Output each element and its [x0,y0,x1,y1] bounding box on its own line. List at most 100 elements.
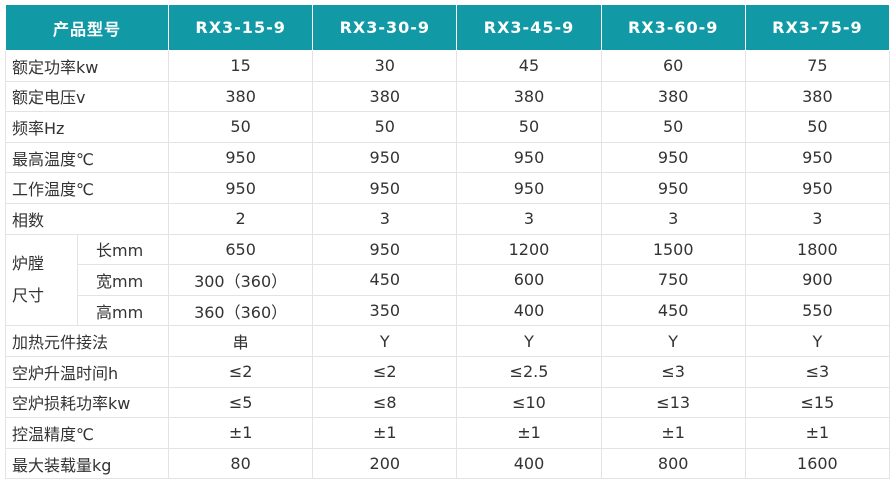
value-cell: 串 [168,325,314,357]
value-cell: 30 [312,50,458,82]
value-cell: 1800 [744,233,891,266]
value-cell: ±1 [744,417,891,449]
value-cell: 400 [456,447,602,480]
dimension-label: 长mm [76,233,170,266]
value-cell: 950 [168,172,314,204]
table-row: 空炉损耗功率kw ≤5 ≤8 ≤10 ≤13 ≤15 [4,386,891,419]
value-cell: 950 [600,172,746,204]
value-cell: 950 [312,141,458,174]
table-row: 额定功率kw 15 30 45 60 75 [4,50,891,82]
row-label: 控温精度℃ [4,417,170,449]
table-row: 空炉升温时间h ≤2 ≤2 ≤2.5 ≤3 ≤3 [4,355,891,388]
value-cell: 3 [744,202,891,235]
row-label: 最大装载量kg [4,447,170,480]
row-label: 额定功率kw [4,50,170,82]
value-cell: 1200 [456,233,602,266]
row-label: 最高温度℃ [4,141,170,174]
value-cell: 50 [312,111,458,143]
value-cell: 600 [456,264,602,296]
value-cell: ≤3 [600,355,746,388]
value-cell: 900 [744,264,891,296]
value-cell: 380 [168,80,314,113]
value-cell: ±1 [168,417,314,449]
value-cell: ≤5 [168,386,314,419]
header-model: RX3-45-9 [456,4,602,51]
value-cell: 350 [312,294,458,327]
value-cell: 80 [168,447,314,480]
value-cell: 950 [312,172,458,204]
value-cell: 15 [168,50,314,82]
value-cell: ±1 [312,417,458,449]
value-cell: 50 [600,111,746,143]
value-cell: 50 [744,111,891,143]
value-cell: 3 [600,202,746,235]
header-row: 产品型号 RX3-15-9 RX3-30-9 RX3-45-9 RX3-60-9… [4,4,891,51]
value-cell: 450 [600,294,746,327]
chamber-label-line2: 尺寸 [12,285,45,305]
table-row: 最高温度℃ 950 950 950 950 950 [4,141,891,174]
value-cell: Y [744,325,891,357]
table-row: 控温精度℃ ±1 ±1 ±1 ±1 ±1 [4,417,891,449]
header-model: RX3-15-9 [168,4,314,51]
chamber-label-line1: 炉膛 [12,253,45,273]
value-cell: 2 [168,202,314,235]
value-cell: 750 [600,264,746,296]
value-cell: 950 [744,141,891,174]
value-cell: 380 [600,80,746,113]
header-model: RX3-60-9 [600,4,746,51]
value-cell: 380 [456,80,602,113]
value-cell: 360（360） [168,294,314,327]
header-model: RX3-30-9 [312,4,458,51]
value-cell: 400 [456,294,602,327]
row-label: 相数 [4,202,170,235]
value-cell: 3 [456,202,602,235]
value-cell: 650 [168,233,314,266]
table-row: 宽mm 300（360） 450 600 750 900 [6,264,891,296]
value-cell: ≤8 [312,386,458,419]
value-cell: 800 [600,447,746,480]
value-cell: ≤2 [168,355,314,388]
value-cell: 200 [312,447,458,480]
value-cell: ±1 [600,417,746,449]
table-row: 相数 2 3 3 3 3 [4,202,891,235]
value-cell: 50 [456,111,602,143]
value-cell: 1500 [600,233,746,266]
value-cell: 1600 [744,447,891,480]
value-cell: 950 [744,172,891,204]
value-cell: ≤3 [744,355,891,388]
value-cell: 950 [312,233,458,266]
dimension-label: 高mm [76,294,170,327]
value-cell: 75 [744,50,891,82]
value-cell: 450 [312,264,458,296]
value-cell: 550 [744,294,891,327]
value-cell: 380 [744,80,891,113]
table-row: 额定电压v 380 380 380 380 380 [4,80,891,113]
row-label: 加热元件接法 [4,325,170,357]
row-label: 频率Hz [4,111,170,143]
table-row: 工作温度℃ 950 950 950 950 950 [4,172,891,204]
chamber-size-label: 炉膛 尺寸 [5,233,78,327]
value-cell: ≤15 [744,386,891,419]
value-cell: ≤10 [456,386,602,419]
value-cell: 380 [312,80,458,113]
dimension-label: 宽mm [76,264,170,296]
value-cell: 950 [600,141,746,174]
table-row: 频率Hz 50 50 50 50 50 [4,111,891,143]
table-row: 高mm 360（360） 350 400 450 550 [6,294,891,327]
row-label: 空炉升温时间h [4,355,170,388]
value-cell: ≤2 [312,355,458,388]
table-row: 炉膛 尺寸 长mm 650 950 1200 1500 1800 [5,233,891,327]
spec-table: 产品型号 RX3-15-9 RX3-30-9 RX3-45-9 RX3-60-9… [4,4,891,480]
value-cell: 60 [600,50,746,82]
value-cell: Y [312,325,458,357]
table-row: 加热元件接法串 Y Y Y Y [4,325,891,357]
row-label: 额定电压v [4,80,170,113]
row-label: 空炉损耗功率kw [4,386,170,419]
header-model: RX3-75-9 [744,4,891,51]
value-cell: Y [456,325,602,357]
value-cell: 3 [312,202,458,235]
row-label: 工作温度℃ [4,172,170,204]
value-cell: 300（360） [168,264,314,296]
value-cell: 50 [168,111,314,143]
header-label: 产品型号 [4,4,170,51]
